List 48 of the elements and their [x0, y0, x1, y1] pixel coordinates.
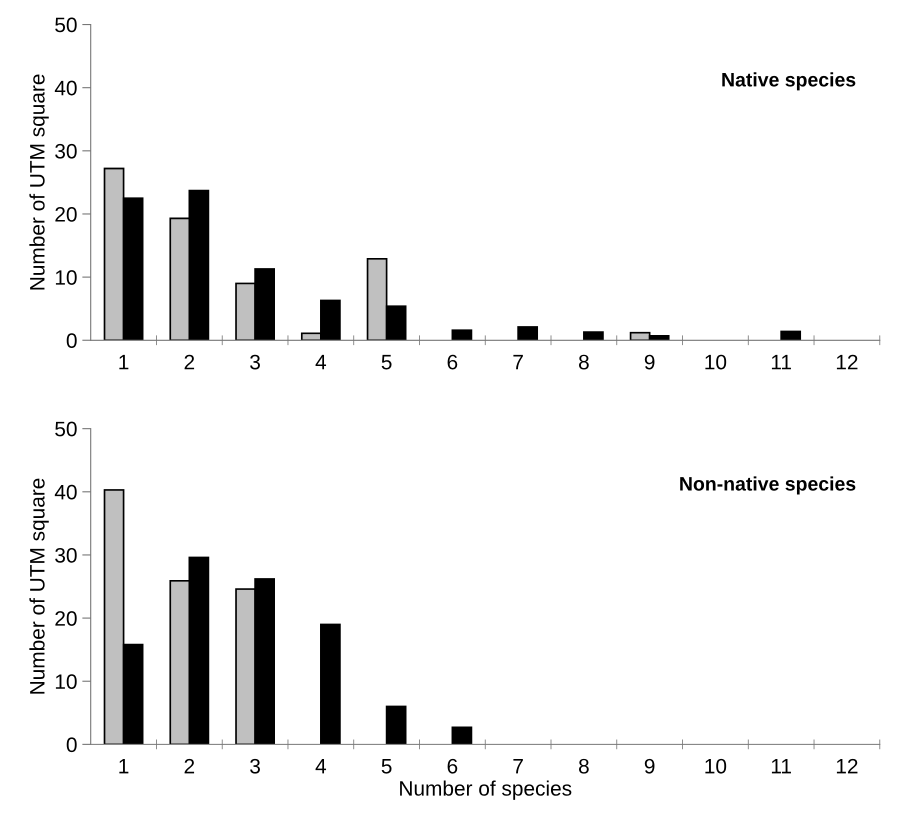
text: Native species: [722, 72, 856, 90]
x-tick-label: 4: [316, 759, 326, 774]
y-tick-label: 40: [54, 484, 77, 500]
y-tick-label: 0: [66, 737, 77, 752]
y-tick-label: 10: [56, 270, 77, 285]
x-tick-label: 11: [772, 354, 791, 370]
y-tick-label: 0: [66, 333, 77, 348]
x-tick-label: 2: [184, 354, 194, 370]
x-tick-label: 10: [705, 354, 726, 370]
y-tick-label: 10: [56, 674, 77, 689]
y-tick-label: 30: [55, 144, 77, 159]
x-tick-label: 4: [316, 354, 326, 370]
x-tick-label: 2: [184, 758, 194, 774]
x-tick-label: 10: [705, 758, 726, 774]
bar: [452, 726, 472, 744]
x-tick-label: 1: [119, 354, 128, 370]
text: Non-native species: [680, 476, 856, 495]
x-tick-label: 3: [250, 758, 260, 774]
x-tick-label: 9: [644, 758, 654, 774]
x-tick-label: 7: [513, 759, 523, 774]
x-tick-label: 5: [382, 354, 392, 370]
x-tick-label: 12: [836, 758, 858, 774]
y-tick-label: 20: [55, 206, 77, 222]
y-tick-label: 40: [54, 80, 77, 96]
x-tick-label: 5: [382, 759, 392, 774]
y-tick-label: 50: [55, 422, 77, 436]
bar: [780, 330, 802, 340]
bar: [320, 624, 341, 744]
y-axis-title: Number of UTM square: [29, 74, 49, 290]
x-tick-label: 8: [578, 758, 589, 774]
x-tick-label: 3: [250, 354, 260, 370]
x-tick-label: 11: [772, 759, 791, 774]
x-tick-label: 12: [836, 354, 858, 370]
bar: [452, 329, 472, 340]
y-tick-label: 30: [55, 548, 77, 563]
x-tick-label: 8: [578, 354, 589, 370]
y-tick-label: 50: [55, 18, 77, 32]
x-tick-label: 9: [644, 354, 654, 370]
y-axis-title: Number of UTM square: [29, 478, 49, 694]
x-tick-label: 1: [119, 759, 128, 774]
bar: [583, 331, 604, 340]
x-axis-title: Number of species: [400, 780, 572, 800]
bar: [517, 326, 538, 340]
x-tick-label: 6: [448, 354, 458, 370]
y-tick-label: 20: [55, 611, 77, 626]
bar: [386, 706, 407, 744]
x-tick-label: 6: [448, 758, 458, 774]
x-tick-label: 7: [513, 354, 523, 370]
